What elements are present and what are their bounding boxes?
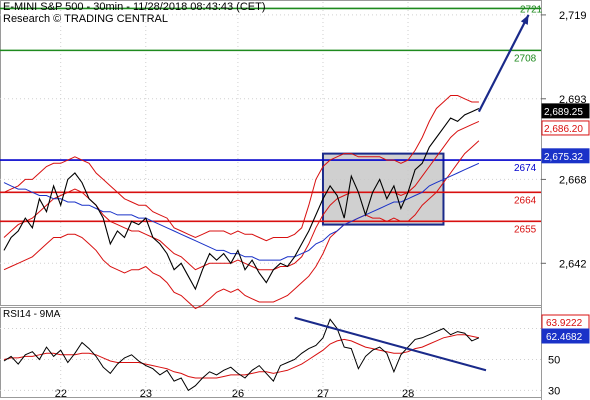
price-tag-label: 2,689.25 xyxy=(544,107,583,118)
price-line xyxy=(3,107,480,291)
chart-title: E-MINI S&P 500 - 30min - 11/28/2018 08:4… xyxy=(3,1,266,13)
price-tag-label: 2,686.20 xyxy=(544,124,583,135)
rsi-line xyxy=(3,318,480,392)
rsi-panel-title: RSI14 - 9MA xyxy=(3,309,61,320)
main-panel-frame xyxy=(0,0,542,306)
x-tick-label: 23 xyxy=(140,388,152,400)
rsi-value-tag-label: 63.9222 xyxy=(546,318,583,329)
price-tag-label: 2,675.32 xyxy=(544,152,583,163)
rsi-ma-line xyxy=(3,334,480,379)
bollinger-lower-line xyxy=(3,140,480,310)
rsi-y-tick-label: 30 xyxy=(548,385,560,397)
level-label-support-2: 2655 xyxy=(514,224,537,235)
projection-arrow-head xyxy=(520,14,529,25)
level-label-support-1: 2664 xyxy=(514,195,537,206)
x-tick-label: 27 xyxy=(317,388,329,400)
bollinger-upper-line xyxy=(3,95,479,242)
rsi-trendline xyxy=(294,316,487,372)
moving-average-red-line xyxy=(3,120,480,271)
x-tick-label: 28 xyxy=(402,388,414,400)
level-label-target-1: 2708 xyxy=(514,53,537,64)
rsi-value-tag-label: 62.4682 xyxy=(546,332,583,343)
y-tick-label: 2,693 xyxy=(559,94,587,106)
level-label-target-2: 2721 xyxy=(520,4,543,15)
y-tick-label: 2,719 xyxy=(559,10,587,22)
price-tag-box xyxy=(541,103,590,119)
x-tick-label: 26 xyxy=(232,388,244,400)
projection-arrow-line xyxy=(477,14,530,113)
rsi-panel-frame xyxy=(0,307,542,398)
price-tag-box xyxy=(541,120,590,136)
rsi-value-tag-box xyxy=(541,328,590,344)
research-credit: Research © TRADING CENTRAL xyxy=(3,13,168,25)
level-label-pivot: 2674 xyxy=(514,163,537,174)
rsi-y-tick-label: 50 xyxy=(548,354,560,366)
y-tick-label: 2,642 xyxy=(559,258,587,270)
moving-average-blue-line xyxy=(3,162,480,261)
y-tick-label: 2,668 xyxy=(559,174,587,186)
price-tag-box xyxy=(541,148,590,164)
x-tick-label: 22 xyxy=(55,388,67,400)
